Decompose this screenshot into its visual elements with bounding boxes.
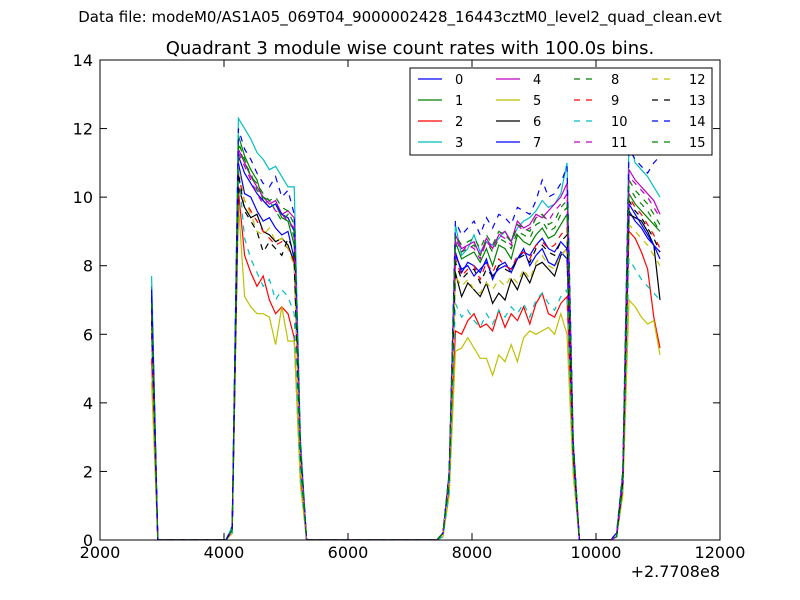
series-line-6: [151, 186, 661, 540]
legend-label-2: 2: [455, 115, 463, 130]
x-tick-label: 10000: [571, 543, 622, 562]
x-tick-label: 2000: [80, 543, 121, 562]
y-tick-label: 6: [83, 325, 93, 344]
x-tick-label: 4000: [204, 543, 245, 562]
legend-label-5: 5: [533, 94, 541, 109]
series-line-13: [151, 173, 661, 540]
y-tick-label: 2: [83, 462, 93, 481]
x-tick-label: 8000: [452, 543, 493, 562]
x-tick-label: 6000: [328, 543, 369, 562]
y-tick-label: 14: [73, 51, 93, 70]
series-line-11: [151, 152, 661, 540]
series-line-2: [151, 190, 661, 540]
series-line-15: [151, 142, 661, 540]
chart-title: Quadrant 3 module wise count rates with …: [166, 38, 655, 59]
series-line-3: [151, 116, 661, 540]
data-file-suptitle: Data file: modeM0/AS1A05_069T04_90000024…: [78, 8, 722, 26]
y-tick-label: 10: [73, 188, 93, 207]
series-line-14: [151, 128, 661, 540]
series-line-7: [151, 155, 661, 540]
y-tick-label: 12: [73, 120, 93, 139]
legend-label-9: 9: [611, 94, 619, 109]
legend-label-6: 6: [533, 115, 541, 130]
legend-box: [409, 67, 713, 156]
legend-label-7: 7: [533, 136, 541, 151]
x-offset-label: +2.7708e8: [631, 562, 720, 581]
series-line-0: [151, 162, 661, 540]
legend-label-4: 4: [533, 73, 541, 88]
y-tick-label: 4: [83, 394, 93, 413]
y-tick-label: 0: [83, 531, 93, 550]
series-line-1: [151, 135, 661, 540]
series-line-12: [151, 166, 661, 540]
x-tick-label: 12000: [695, 543, 746, 562]
legend-label-0: 0: [455, 73, 463, 88]
series-line-8: [151, 145, 661, 540]
legend-label-14: 14: [689, 115, 706, 130]
series-line-4: [151, 148, 661, 540]
legend-label-13: 13: [689, 94, 706, 109]
axes-frame: [99, 59, 721, 541]
series-line-5: [151, 203, 661, 540]
legend-label-12: 12: [689, 73, 706, 88]
legend-label-10: 10: [611, 115, 628, 130]
legend-label-1: 1: [455, 94, 463, 109]
series-line-10: [151, 169, 661, 540]
legend-label-15: 15: [689, 136, 706, 151]
series-line-9: [151, 176, 661, 540]
legend-label-3: 3: [455, 136, 463, 151]
legend-label-8: 8: [611, 73, 619, 88]
legend-label-11: 11: [611, 136, 628, 151]
y-tick-label: 8: [83, 257, 93, 276]
plot-area: [151, 116, 661, 540]
